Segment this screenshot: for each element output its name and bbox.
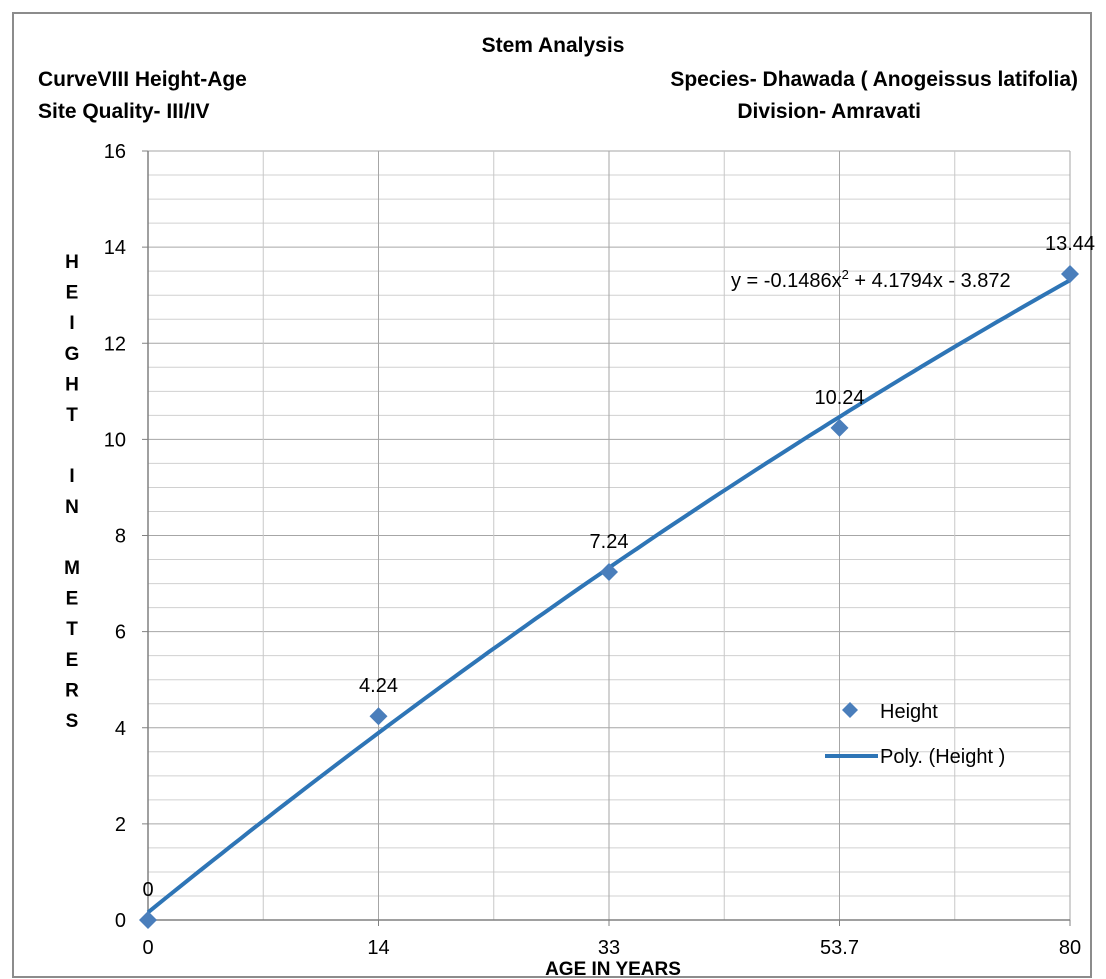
- legend-marker-height: [842, 702, 858, 718]
- data-point-marker: [139, 911, 157, 929]
- subtitle-division: Division- Amravati: [737, 100, 921, 123]
- y-axis-title-letter: R: [65, 680, 79, 701]
- y-tick-label: 16: [104, 141, 126, 163]
- y-tick-label: 8: [115, 526, 126, 548]
- data-point-marker: [600, 563, 618, 582]
- chart-title: Stem Analysis: [482, 34, 625, 57]
- data-point-marker: [830, 418, 849, 437]
- y-axis-title-letter: E: [66, 589, 79, 610]
- tick-labels: 0 2 4 6 8 10 12 14 16 0 14 33 53.7 80: [104, 141, 1081, 959]
- data-label: 13.44: [1045, 233, 1095, 255]
- y-axis-title-letter: M: [64, 558, 80, 579]
- legend-label-poly: Poly. (Height ): [880, 746, 1005, 768]
- x-tick-label: 53.7: [820, 937, 859, 959]
- x-tick-label: 80: [1059, 937, 1081, 959]
- y-axis-title-letter: E: [66, 283, 79, 304]
- y-axis-title-letter: H: [65, 374, 79, 395]
- y-axis-title-letter: I: [69, 466, 74, 487]
- y-tick-label: 6: [115, 622, 126, 644]
- y-tick-label: 4: [115, 718, 126, 740]
- y-tick-label: 14: [104, 237, 126, 259]
- x-tick-label: 33: [598, 937, 620, 959]
- chart-frame: [12, 12, 1092, 978]
- data-label: 0: [142, 879, 153, 901]
- y-axis-title-letter: E: [66, 650, 79, 671]
- y-tick-label: 12: [104, 333, 126, 355]
- data-labels: 0 4.24 7.24 10.24 13.44: [142, 233, 1095, 901]
- legend-label-height: Height: [880, 701, 938, 723]
- data-label: 4.24: [359, 675, 398, 697]
- subtitle-species: Species- Dhawada ( Anogeissus latifolia): [670, 68, 1078, 91]
- y-axis-title-letter: G: [65, 344, 80, 365]
- y-tick-label: 2: [115, 814, 126, 836]
- y-axis-title-letter: H: [65, 252, 79, 273]
- subtitle-site-quality: Site Quality- III/IV: [38, 100, 210, 123]
- y-axis-title-letter: I: [69, 313, 74, 334]
- legend: Height Poly. (Height ): [825, 701, 1005, 768]
- x-tick-label: 0: [142, 937, 153, 959]
- y-axis-title-letter: N: [65, 497, 79, 518]
- x-axis-title: AGE IN YEARS: [545, 959, 681, 979]
- trendline-equation: y = -0.1486x2 + 4.1794x - 3.872: [731, 267, 1011, 292]
- y-axis-title-letter: S: [66, 711, 79, 732]
- data-point-marker: [369, 707, 388, 726]
- y-tick-label: 10: [104, 429, 126, 451]
- y-tick-label: 0: [115, 910, 126, 932]
- y-axis-title-letter: T: [66, 619, 78, 640]
- data-label: 7.24: [590, 531, 629, 553]
- data-points: [139, 265, 1079, 929]
- subtitle-curve: CurveVIII Height-Age: [38, 68, 247, 91]
- y-axis-title-letter: T: [66, 405, 78, 426]
- x-tick-label: 14: [367, 937, 389, 959]
- data-point-marker: [1061, 265, 1079, 284]
- data-label: 10.24: [814, 387, 864, 409]
